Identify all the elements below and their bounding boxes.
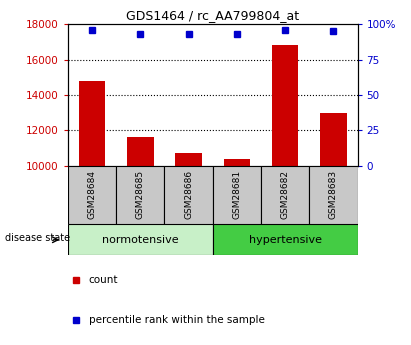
Text: percentile rank within the sample: percentile rank within the sample	[89, 315, 265, 325]
Text: hypertensive: hypertensive	[249, 235, 322, 245]
Bar	[116, 166, 164, 224]
Bar	[320, 112, 347, 166]
Text: normotensive: normotensive	[102, 235, 178, 245]
Text: disease state: disease state	[5, 233, 71, 243]
Bar	[68, 224, 213, 255]
Text: GSM28685: GSM28685	[136, 170, 145, 219]
Text: count: count	[89, 275, 118, 285]
Bar	[127, 137, 154, 166]
Bar	[68, 166, 116, 224]
Bar	[175, 153, 202, 166]
Text: GSM28683: GSM28683	[329, 170, 338, 219]
Bar	[224, 159, 250, 166]
Text: GSM28686: GSM28686	[184, 170, 193, 219]
Text: GSM28681: GSM28681	[232, 170, 241, 219]
Title: GDS1464 / rc_AA799804_at: GDS1464 / rc_AA799804_at	[126, 9, 299, 22]
Bar	[272, 45, 298, 166]
Bar	[79, 81, 105, 166]
Bar	[213, 166, 261, 224]
Bar	[261, 166, 309, 224]
Bar	[164, 166, 213, 224]
Bar	[213, 224, 358, 255]
Bar	[309, 166, 358, 224]
Text: GSM28682: GSM28682	[281, 170, 290, 219]
Text: GSM28684: GSM28684	[88, 170, 97, 219]
